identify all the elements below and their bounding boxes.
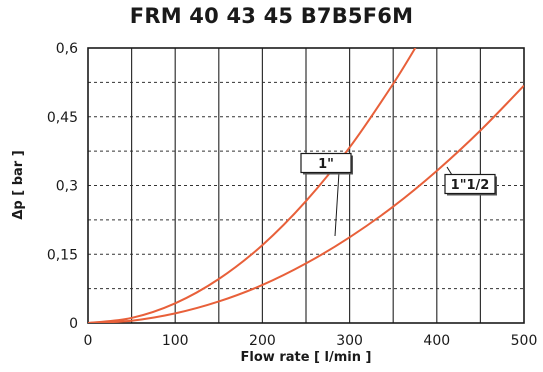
series-lines [88,48,524,323]
y-tick-label: 0,45 [47,110,78,126]
series-labels: 1" 1"1/2 [300,152,497,237]
x-tick-label: 100 [162,333,189,349]
y-tick-label: 0,3 [56,179,78,195]
x-tick-label: 300 [336,333,363,349]
series-label-text: 1" [318,157,334,172]
x-tick-label: 500 [511,333,538,349]
series-label-1-half-inch: 1"1/2 [444,166,497,196]
y-tick-label: 0,6 [56,41,78,57]
chart-title: FRM 40 43 45 B7B5F6M [129,4,414,28]
series-label-text: 1"1/2 [451,178,490,193]
series-label-leader [446,166,453,176]
series-label-box [444,173,496,195]
x-tick-label: 400 [423,333,450,349]
grid [88,48,524,323]
series-line-1-inch [88,48,417,323]
plot-frame [87,47,525,324]
series-label-1-inch: 1" [300,152,353,237]
x-axis-label: Flow rate [ l/min ] [241,350,372,365]
y-tick-label: 0,15 [47,247,78,263]
series-label-box [300,152,352,174]
series-label-leader [334,171,340,237]
series-line-1-half-inch [88,84,524,323]
tick-labels: 0 100 200 300 400 500 0 0,15 0,3 0,45 0,6 [47,41,538,349]
y-axis-label: Δp [ bar ] [11,150,26,219]
y-tick-label: 0 [69,316,78,332]
x-tick-label: 0 [84,333,93,349]
x-tick-label: 200 [249,333,276,349]
